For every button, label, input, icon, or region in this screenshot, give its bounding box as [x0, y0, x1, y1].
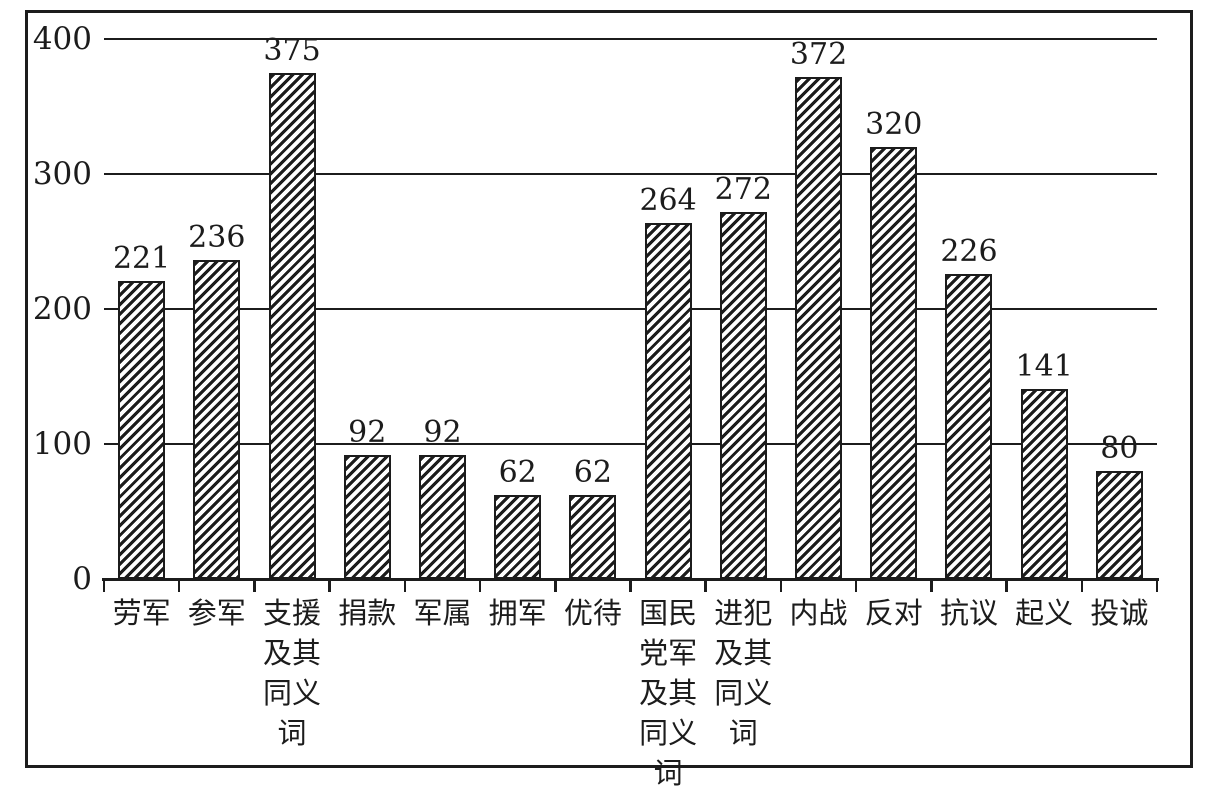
gridline-300	[104, 172, 1157, 176]
bar-value-label-7: 264	[639, 182, 697, 218]
bar-value-label-12: 141	[1015, 348, 1073, 384]
x-axis-tick-2	[253, 579, 256, 592]
category-label-9: 内战	[789, 596, 848, 630]
gridline-400	[104, 37, 1157, 41]
bar-value-label-1: 236	[188, 220, 246, 256]
x-axis-tick-9	[779, 579, 783, 592]
bar-7	[644, 222, 692, 579]
category-label-6: 优待	[563, 596, 622, 630]
category-label-12: 起义	[1015, 596, 1074, 630]
bar-value-label-2: 375	[263, 32, 321, 68]
category-label-0: 劳军	[112, 596, 171, 630]
bar-6	[569, 495, 617, 579]
x-axis-tick-0	[102, 579, 106, 592]
category-label-2: 支援及其同义词	[263, 596, 322, 750]
bar-12	[1020, 388, 1068, 579]
bar-value-label-3: 92	[348, 414, 387, 450]
x-axis-tick-1	[177, 579, 181, 592]
category-label-1: 参军	[187, 596, 246, 630]
category-label-3: 捐款	[338, 596, 397, 630]
bar-11	[945, 273, 993, 579]
x-axis-tick-7	[629, 579, 632, 592]
x-axis-tick-13	[1080, 579, 1084, 592]
x-axis-tick-4	[403, 579, 407, 592]
bar-value-label-4: 92	[423, 414, 462, 450]
bar-2	[268, 72, 316, 579]
x-axis-tick-8	[704, 579, 707, 592]
gridline-100	[104, 442, 1157, 446]
bar-value-label-11: 226	[940, 233, 998, 269]
category-label-4: 军属	[413, 596, 472, 630]
bar-10	[870, 147, 918, 579]
x-axis-tick-12	[1005, 579, 1008, 592]
category-label-7: 国民党军及其同义词	[639, 596, 698, 790]
category-label-8: 进犯及其同义词	[714, 596, 773, 750]
gridline-200	[104, 307, 1157, 311]
category-label-5: 拥军	[488, 596, 547, 630]
bar-value-label-9: 372	[789, 36, 848, 72]
bar-9	[795, 76, 843, 579]
x-axis-tick-5	[478, 579, 482, 592]
category-label-13: 投诚	[1090, 596, 1149, 630]
y-tick-label-300: 300	[32, 156, 92, 192]
bar-value-label-13: 80	[1100, 431, 1139, 466]
x-axis-tick-3	[328, 579, 331, 592]
y-tick-label-200: 200	[32, 291, 92, 327]
bar-value-label-6: 62	[573, 455, 612, 491]
bar-13	[1095, 471, 1143, 579]
bar-value-label-5: 62	[498, 455, 537, 491]
bar-8	[719, 211, 767, 579]
plot-area: 0 100 200 300 400 221 劳军 236 参军 375 支援及其同义词 92 捐款 92 军…	[33, 21, 1159, 790]
bar-4	[418, 454, 466, 579]
bar-value-label-8: 272	[714, 171, 772, 207]
category-label-10: 反对	[864, 596, 923, 630]
x-axis-tick-6	[554, 579, 557, 592]
y-tick-label-100: 100	[32, 426, 92, 462]
chart-frame: 0 100 200 300 400 221 劳军 236 参军 375 支援及其同义词 92 捐款 92 军…	[25, 10, 1193, 790]
y-tick-label-0: 0	[72, 561, 92, 597]
x-axis-tick-11	[930, 579, 933, 592]
bar-value-label-10: 320	[865, 107, 923, 142]
x-axis-tick-10	[854, 579, 858, 592]
bar-3	[343, 454, 391, 579]
x-axis-tick-14	[1155, 579, 1159, 592]
bar-value-label-0: 221	[112, 240, 171, 276]
bar-0	[118, 280, 166, 579]
category-label-11: 抗议	[939, 596, 998, 630]
bar-5	[494, 495, 542, 579]
bar-1	[193, 260, 241, 579]
y-tick-label-400: 400	[32, 21, 92, 57]
